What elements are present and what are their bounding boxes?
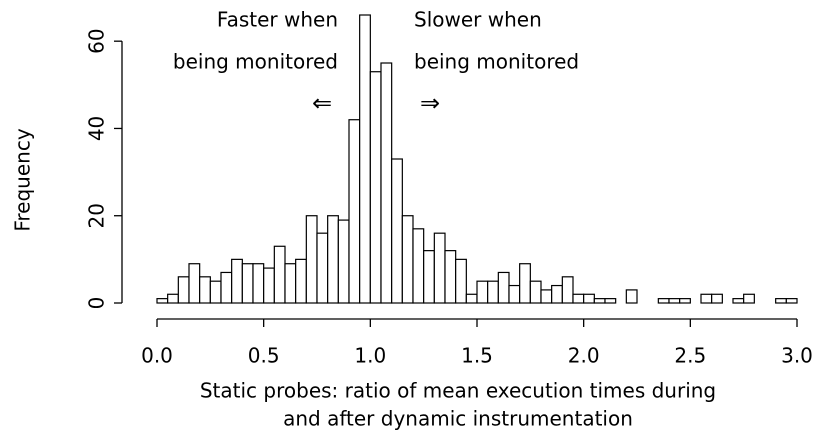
bar <box>785 298 798 304</box>
annotation: Slower when <box>414 8 542 32</box>
bar <box>423 250 435 304</box>
bar <box>263 267 275 304</box>
y-tick-label: 20 <box>85 203 109 228</box>
annotation: being monitored <box>414 50 579 74</box>
bar <box>497 271 510 304</box>
bar <box>337 219 350 304</box>
x-tick-label: 0.0 <box>141 344 173 368</box>
bar <box>369 71 382 304</box>
bar <box>775 298 787 304</box>
annotation: being monitored <box>173 50 338 74</box>
bar <box>252 263 265 304</box>
bar <box>444 250 457 304</box>
y-axis-label: Frequency <box>11 128 35 231</box>
bar <box>540 289 553 304</box>
bar <box>508 284 521 304</box>
bar <box>295 258 307 304</box>
bar <box>519 263 531 304</box>
bar <box>359 14 371 304</box>
bar <box>657 298 670 304</box>
bar <box>668 298 681 304</box>
bar <box>455 258 467 304</box>
bar <box>220 271 233 304</box>
x-tick-label: 0.5 <box>248 344 280 368</box>
annotation: Faster when <box>217 8 338 32</box>
x-tick-label: 1.0 <box>354 344 386 368</box>
bar <box>380 62 393 304</box>
bar <box>273 245 286 304</box>
bar <box>711 293 723 304</box>
y-tick-label: 60 <box>85 28 109 53</box>
x-tick-label: 1.5 <box>461 344 493 368</box>
bar <box>188 263 201 304</box>
x-axis-label: Static probes: ratio of mean execution t… <box>200 379 716 403</box>
y-tick-label: 40 <box>85 116 109 141</box>
bar <box>625 289 638 304</box>
bar <box>487 280 499 304</box>
bar <box>529 280 542 304</box>
bar <box>156 298 169 304</box>
bar <box>700 293 713 304</box>
bar <box>327 215 339 304</box>
bar <box>743 293 755 304</box>
bar <box>305 215 318 304</box>
bar <box>465 293 478 304</box>
bar <box>209 280 222 304</box>
bar <box>391 158 403 304</box>
bar <box>561 276 574 304</box>
bar <box>401 215 414 304</box>
bar <box>167 293 179 304</box>
x-tick-label: 3.0 <box>781 344 813 368</box>
x-axis-label: and after dynamic instrumentation <box>283 407 633 431</box>
bar <box>412 228 425 304</box>
bar <box>732 298 745 304</box>
bar <box>231 258 243 304</box>
bar <box>177 276 190 304</box>
bar <box>316 232 329 304</box>
bar <box>199 276 211 304</box>
y-tick-label: 0 <box>85 297 109 310</box>
bar <box>604 298 617 304</box>
bar <box>593 298 606 304</box>
bar <box>284 263 297 304</box>
bar <box>241 263 254 304</box>
x-tick-label: 2.0 <box>568 344 600 368</box>
bar <box>679 298 691 304</box>
x-tick-label: 2.5 <box>674 344 706 368</box>
bar <box>433 232 446 304</box>
bar <box>551 284 563 304</box>
bar <box>583 293 595 304</box>
annotation: ⇒ <box>420 89 440 117</box>
annotation: ⇐ <box>312 89 332 117</box>
bar <box>348 119 361 304</box>
bar <box>476 280 489 304</box>
bar <box>572 293 585 304</box>
